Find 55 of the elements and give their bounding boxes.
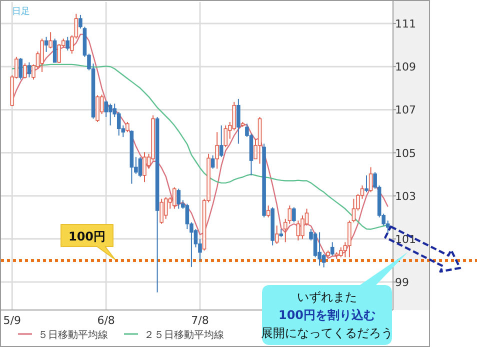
candlestick — [104, 100, 108, 118]
y-tick-label: 105 — [395, 146, 416, 160]
text: 日足 — [12, 6, 30, 17]
legend-label: ５日移動平均線 — [38, 329, 108, 341]
candlestick — [224, 124, 228, 148]
y-tick-label: 109 — [395, 60, 416, 74]
candlestick — [296, 220, 300, 241]
candlestick — [219, 124, 224, 158]
line-series — [12, 34, 388, 259]
candlestick — [40, 38, 44, 72]
candlestick — [210, 154, 215, 170]
candlestick — [322, 254, 326, 268]
candlestick — [138, 156, 142, 178]
candlestick — [368, 166, 373, 193]
x-tick-label: 7/8 — [191, 314, 209, 327]
candlestick — [176, 188, 181, 210]
candlestick — [330, 242, 334, 256]
annotation: 100円を割り込む — [278, 308, 376, 322]
y-tick-label: 103 — [395, 190, 416, 203]
candlestick — [78, 14, 82, 29]
candlestick — [172, 186, 176, 210]
candlestick — [236, 98, 240, 144]
ref-line-label: 100円 — [68, 229, 106, 244]
candlestick — [364, 174, 368, 193]
y-tick-label: 111 — [395, 18, 416, 31]
candlestick — [292, 206, 296, 223]
candlestick — [116, 111, 121, 136]
candlestick — [18, 58, 23, 80]
candlestick — [274, 225, 279, 244]
candlestick — [185, 203, 190, 230]
y-tick-label: 101 — [395, 232, 416, 246]
candlestick — [66, 36, 70, 51]
candlestick — [52, 38, 57, 63]
candlestick — [318, 232, 322, 266]
candlestick — [313, 232, 318, 258]
text: 展開になってくるだろう — [261, 326, 393, 340]
candlestick — [96, 94, 100, 122]
candlestick — [23, 62, 27, 79]
candlestick — [108, 103, 112, 126]
legend-label: ２５日移動平均線 — [144, 329, 224, 341]
x-tick-label: 6/8 — [97, 314, 115, 327]
candlestick — [142, 152, 146, 183]
candlestick — [27, 62, 32, 78]
y-tick-label: 99 — [395, 276, 409, 289]
y-tick-label: 107 — [395, 104, 416, 117]
candlestick — [48, 32, 52, 49]
candlestick — [266, 205, 270, 218]
candlestick — [160, 198, 164, 224]
candlestick — [44, 36, 48, 52]
candlestick — [215, 132, 219, 170]
candlestick — [164, 196, 168, 220]
annotation: いずれまた — [297, 290, 357, 304]
candlestick — [126, 121, 130, 133]
candlestick — [232, 101, 236, 131]
x-tick-label: 5/9 — [3, 314, 21, 327]
